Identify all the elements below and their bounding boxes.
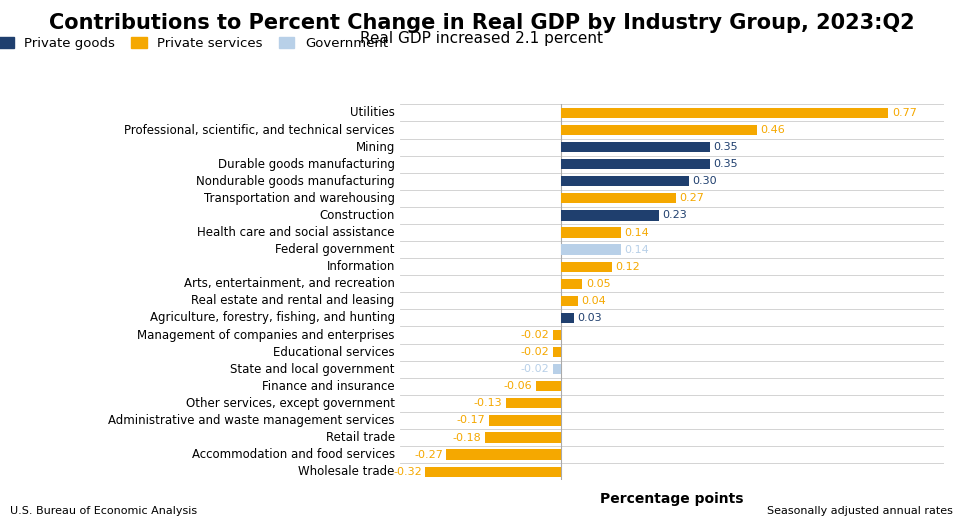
Text: Federal government: Federal government <box>275 243 395 256</box>
Text: Management of companies and enterprises: Management of companies and enterprises <box>138 328 395 341</box>
Text: -0.02: -0.02 <box>521 330 549 340</box>
Text: 0.12: 0.12 <box>615 262 640 271</box>
Bar <box>553 330 561 340</box>
Text: 0.35: 0.35 <box>714 142 738 152</box>
Bar <box>561 279 583 289</box>
Text: 0.03: 0.03 <box>578 313 602 323</box>
Bar <box>553 347 561 357</box>
Text: Retail trade: Retail trade <box>325 431 395 444</box>
Text: 0.04: 0.04 <box>582 296 607 306</box>
Text: Seasonally adjusted annual rates: Seasonally adjusted annual rates <box>768 506 953 516</box>
Bar <box>506 398 561 409</box>
Bar <box>447 449 561 460</box>
Bar <box>561 210 659 221</box>
Text: -0.18: -0.18 <box>453 433 482 443</box>
Text: Percentage points: Percentage points <box>600 492 743 505</box>
Text: 0.77: 0.77 <box>892 108 917 118</box>
Text: Other services, except government: Other services, except government <box>186 397 395 410</box>
Text: -0.13: -0.13 <box>474 398 503 408</box>
Bar <box>553 364 561 374</box>
Text: Nondurable goods manufacturing: Nondurable goods manufacturing <box>196 175 395 188</box>
Text: 0.14: 0.14 <box>624 228 649 238</box>
Text: Wholesale trade: Wholesale trade <box>299 465 395 478</box>
Text: 0.23: 0.23 <box>663 210 687 220</box>
Text: -0.02: -0.02 <box>521 364 549 374</box>
Text: Real estate and rental and leasing: Real estate and rental and leasing <box>192 294 395 307</box>
Text: -0.27: -0.27 <box>414 449 443 459</box>
Text: -0.02: -0.02 <box>521 347 549 357</box>
Text: 0.35: 0.35 <box>714 159 738 169</box>
Text: State and local government: State and local government <box>230 363 395 376</box>
Bar <box>561 108 889 118</box>
Bar <box>561 125 757 135</box>
Text: Health care and social assistance: Health care and social assistance <box>197 226 395 239</box>
Bar <box>561 176 689 186</box>
Text: Finance and insurance: Finance and insurance <box>262 380 395 393</box>
Text: Information: Information <box>326 260 395 273</box>
Bar <box>561 244 621 255</box>
Bar <box>561 159 710 169</box>
Bar <box>425 467 561 477</box>
Text: 0.14: 0.14 <box>624 245 649 255</box>
Text: 0.46: 0.46 <box>760 125 785 135</box>
Legend: Private goods, Private services, Government: Private goods, Private services, Governm… <box>0 32 393 56</box>
Text: Agriculture, forestry, fishing, and hunting: Agriculture, forestry, fishing, and hunt… <box>149 312 395 325</box>
Bar <box>561 262 612 272</box>
Text: 0.05: 0.05 <box>586 279 611 289</box>
Text: Transportation and warehousing: Transportation and warehousing <box>204 192 395 205</box>
Bar <box>561 193 676 204</box>
Bar <box>489 416 561 425</box>
Text: Mining: Mining <box>355 140 395 153</box>
Text: -0.06: -0.06 <box>504 381 533 392</box>
Text: Construction: Construction <box>320 209 395 222</box>
Text: -0.32: -0.32 <box>393 467 422 477</box>
Text: 0.27: 0.27 <box>679 193 704 204</box>
Text: -0.17: -0.17 <box>456 416 485 425</box>
Text: Contributions to Percent Change in Real GDP by Industry Group, 2023:Q2: Contributions to Percent Change in Real … <box>49 13 914 33</box>
Text: Utilities: Utilities <box>350 106 395 120</box>
Text: Educational services: Educational services <box>273 346 395 359</box>
Bar <box>561 313 574 323</box>
Bar <box>561 142 710 152</box>
Text: Administrative and waste management services: Administrative and waste management serv… <box>108 414 395 427</box>
Bar <box>484 432 561 443</box>
Text: U.S. Bureau of Economic Analysis: U.S. Bureau of Economic Analysis <box>10 506 196 516</box>
Text: Accommodation and food services: Accommodation and food services <box>192 448 395 461</box>
Text: Durable goods manufacturing: Durable goods manufacturing <box>218 158 395 171</box>
Text: Real GDP increased 2.1 percent: Real GDP increased 2.1 percent <box>360 31 603 46</box>
Bar <box>561 296 578 306</box>
Bar <box>535 381 561 392</box>
Text: Arts, entertainment, and recreation: Arts, entertainment, and recreation <box>184 277 395 290</box>
Text: Professional, scientific, and technical services: Professional, scientific, and technical … <box>124 124 395 137</box>
Bar <box>561 228 621 238</box>
Text: 0.30: 0.30 <box>692 176 716 186</box>
